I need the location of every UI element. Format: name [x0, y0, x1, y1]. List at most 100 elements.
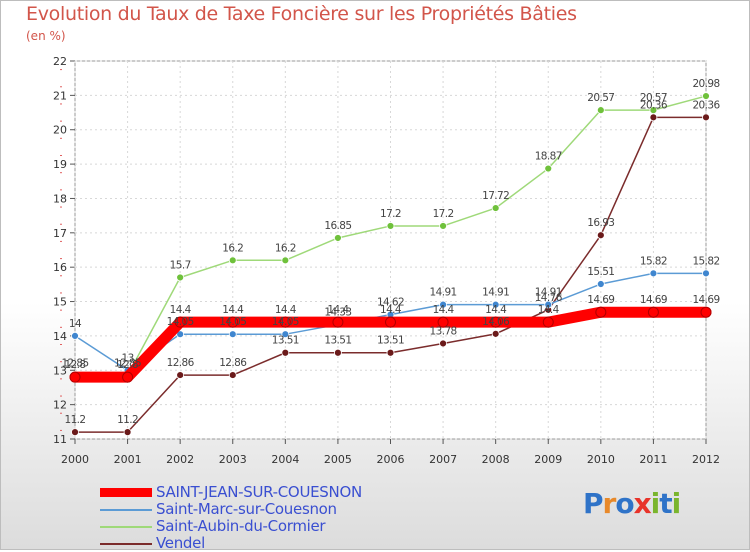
data-label: 15.7 [170, 259, 191, 271]
legend-swatch [100, 488, 152, 497]
logo-letter: P [583, 487, 604, 520]
data-label: 14.4 [275, 304, 297, 316]
x-tick-label: 2007 [429, 453, 457, 466]
series-point-3 [123, 428, 132, 437]
series-point-1 [176, 330, 185, 339]
series-point-1 [491, 300, 500, 309]
series-point-3 [491, 329, 500, 338]
series-point-main [437, 316, 449, 328]
data-label: 20.36 [692, 99, 720, 111]
logo-letter: i [671, 487, 682, 520]
data-label: 12.85 [114, 357, 141, 369]
data-label: 14.91 [535, 287, 562, 299]
series-point-main [122, 371, 134, 383]
data-label: 11.2 [65, 414, 86, 426]
legend-swatch [100, 542, 152, 545]
series-point-2 [386, 222, 395, 230]
data-label: 13 [121, 352, 133, 364]
y-tick-label: 22 [53, 55, 67, 68]
data-label: 14.91 [482, 287, 509, 299]
data-label: 14.05 [219, 316, 246, 328]
data-label: 17.2 [380, 208, 401, 220]
data-label: 15.82 [640, 255, 667, 267]
x-tick-label: 2002 [166, 453, 194, 466]
series-point-2 [228, 256, 237, 265]
series-point-1 [649, 269, 658, 278]
x-tick-label: 2006 [377, 453, 405, 466]
y-tick-label: 20 [53, 124, 67, 137]
series-point-3 [439, 339, 447, 348]
legend-item: Saint-Aubin-du-Cormier [100, 518, 362, 535]
chart-title: Evolution du Taux de Taxe Foncière sur l… [26, 3, 577, 25]
data-label: 16.93 [587, 217, 614, 229]
x-tick-label: 2004 [271, 453, 299, 466]
series-point-main [69, 371, 81, 383]
series-point-1 [596, 280, 605, 288]
data-label: 13.51 [377, 335, 404, 347]
series-point-3 [228, 371, 237, 379]
data-label: 14 [69, 318, 82, 330]
data-label: 17.2 [433, 208, 454, 220]
x-tick-label: 2008 [482, 453, 510, 466]
y-tick-label: 15 [53, 296, 67, 309]
series-point-1 [439, 300, 447, 309]
y-tick-label: 11 [53, 433, 67, 446]
data-label: 12.8 [65, 359, 86, 371]
data-label: 12.86 [219, 357, 247, 369]
series-point-2 [491, 204, 500, 212]
series-point-main [385, 316, 396, 328]
data-label: 12.8 [117, 359, 138, 371]
series-point-2 [544, 164, 553, 173]
data-label: 17.72 [482, 190, 509, 202]
series-point-main [279, 316, 291, 328]
data-label: 14.91 [430, 287, 457, 299]
y-tick-label: 14 [53, 330, 67, 343]
x-tick-label: 2000 [61, 453, 89, 466]
data-label: 16.2 [275, 242, 296, 254]
data-label: 14.69 [640, 294, 667, 306]
series-point-1 [228, 330, 237, 339]
y-tick-label: 12 [53, 399, 67, 412]
legend-item: SAINT-JEAN-SUR-COUESNON [100, 484, 362, 501]
y-tick-label: 21 [53, 89, 67, 102]
legend-label: SAINT-JEAN-SUR-COUESNON [156, 483, 362, 501]
data-label: 14.62 [377, 297, 404, 309]
series-point-main [227, 316, 239, 328]
series-point-main [542, 316, 554, 328]
series-point-1 [544, 300, 553, 309]
series-point-3 [334, 348, 342, 357]
data-label: 14.4 [327, 304, 349, 316]
x-tick-label: 2009 [534, 453, 562, 466]
y-tick-label: 16 [53, 261, 67, 274]
data-label: 20.57 [640, 92, 667, 104]
data-label: 13.51 [324, 335, 351, 347]
series-point-3 [176, 371, 185, 379]
series-point-3 [596, 231, 605, 240]
data-label: 11.2 [117, 414, 138, 426]
data-label: 14.05 [167, 316, 194, 328]
data-label: 14.4 [538, 304, 560, 316]
series-point-2 [649, 106, 658, 115]
x-tick-label: 2011 [639, 453, 667, 466]
data-label: 14.4 [170, 304, 192, 316]
data-label: 14.4 [222, 304, 244, 316]
chart-subtitle: (en %) [26, 29, 66, 43]
series-point-3 [71, 428, 79, 437]
y-tick-label: 13 [53, 364, 67, 377]
data-label: 12.85 [61, 357, 88, 369]
y-tick-label: 17 [53, 227, 67, 240]
proxiti-logo: Proxiti [583, 487, 682, 520]
x-tick-label: 2005 [324, 453, 352, 466]
series-point-1 [702, 269, 710, 278]
data-label: 14.06 [482, 316, 510, 328]
data-label: 14.69 [692, 294, 719, 306]
legend-label: Vendel [156, 534, 205, 552]
legend-label: Saint-Marc-sur-Couesnon [156, 500, 337, 518]
series-point-2 [439, 222, 447, 230]
series-point-3 [649, 113, 658, 122]
series-point-2 [176, 273, 185, 282]
series-point-2 [596, 106, 605, 115]
series-point-3 [702, 113, 710, 122]
x-tick-label: 2003 [219, 453, 247, 466]
data-label: 14.05 [272, 316, 299, 328]
